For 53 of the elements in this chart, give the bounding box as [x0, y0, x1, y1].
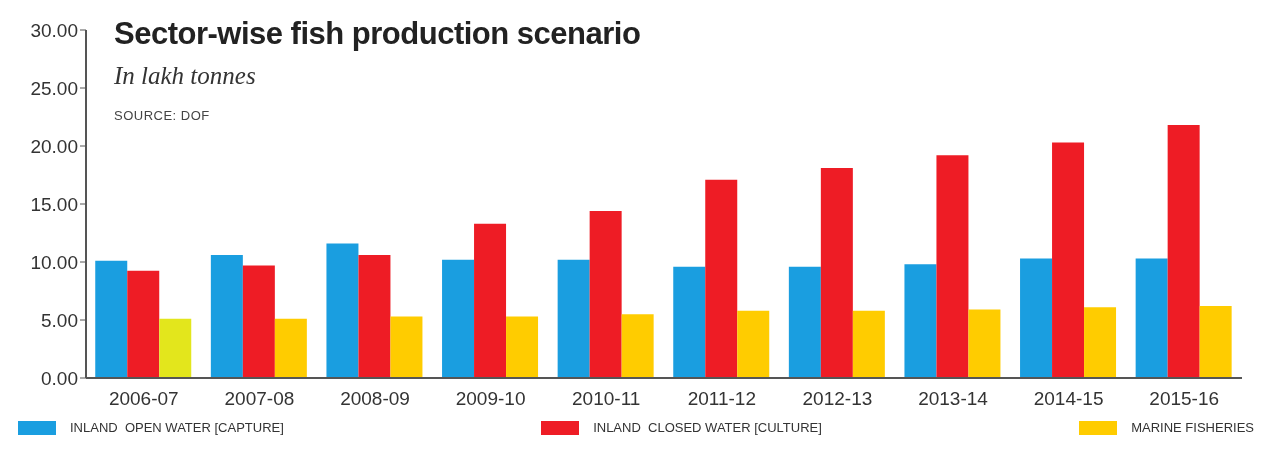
- x-tick-label: 2011-12: [687, 388, 756, 410]
- x-tick-label: 2006-07: [108, 388, 179, 410]
- bar: [474, 223, 507, 378]
- y-tick-label: 30.00: [30, 19, 78, 41]
- bar: [737, 310, 770, 378]
- bar: [621, 314, 654, 378]
- x-tick-label: 2014-15: [1033, 388, 1104, 410]
- bar: [390, 316, 423, 378]
- bar: [1135, 258, 1168, 378]
- x-tick-label: 2010-11: [572, 388, 641, 410]
- bar: [1084, 307, 1117, 378]
- x-tick-label: 2012-13: [802, 388, 873, 410]
- bar: [904, 264, 937, 378]
- bar: [326, 243, 359, 378]
- bar: [557, 259, 590, 378]
- bar: [274, 318, 307, 378]
- legend-label: INLAND OPEN WATER [CAPTURE]: [70, 420, 284, 435]
- bar: [852, 310, 885, 378]
- bar: [936, 155, 969, 378]
- legend-label: INLAND CLOSED WATER [CULTURE]: [593, 420, 822, 435]
- y-tick-label: 5.00: [41, 309, 78, 331]
- bar: [1167, 125, 1200, 378]
- bar: [968, 309, 1001, 378]
- y-tick-label: 15.00: [30, 193, 78, 215]
- bar: [95, 260, 128, 378]
- chart-title: Sector-wise fish production scenario: [114, 16, 641, 52]
- x-tick-label: 2013-14: [918, 388, 989, 410]
- bar: [705, 179, 738, 378]
- bar: [442, 259, 475, 378]
- bar: [159, 318, 192, 378]
- x-tick-label: 2008-09: [340, 388, 410, 410]
- x-tick-label: 2015-16: [1149, 388, 1220, 410]
- bar: [673, 266, 706, 378]
- bar: [1052, 142, 1085, 378]
- bar: [127, 270, 160, 378]
- y-tick-label: 25.00: [30, 77, 78, 99]
- bar: [242, 265, 275, 378]
- bar: [788, 266, 821, 378]
- annotation: SOURCE: DOF: [114, 108, 211, 123]
- text: In lakh tonnes: [114, 62, 257, 90]
- bar: [589, 210, 622, 378]
- bar: [1020, 258, 1053, 378]
- bar: [820, 168, 853, 378]
- bar: [358, 255, 391, 378]
- y-tick-label: 20.00: [30, 135, 78, 157]
- x-tick-label: 2007-08: [224, 388, 295, 410]
- legend-label: MARINE FISHERIES: [1131, 420, 1254, 435]
- bar: [210, 255, 243, 378]
- bar: [506, 316, 539, 378]
- bar: [1199, 306, 1232, 378]
- y-tick-label: 10.00: [30, 251, 78, 273]
- y-tick-label: 0.00: [41, 367, 78, 389]
- x-tick-label: 2009-10: [455, 388, 526, 410]
